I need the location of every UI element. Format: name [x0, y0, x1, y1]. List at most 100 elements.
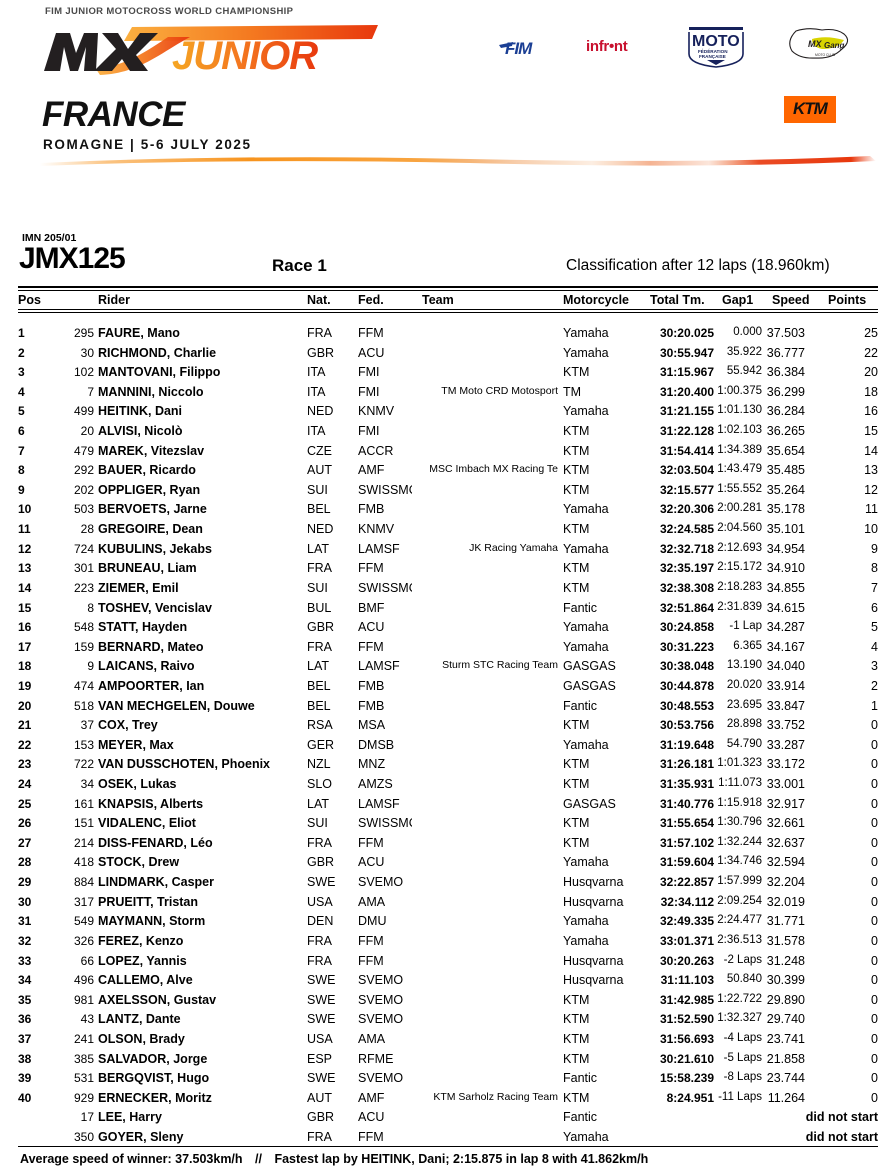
cell-federation: FFM [358, 326, 384, 340]
cell-motorcycle: KTM [563, 424, 590, 439]
table-row: 9 202 OPPLIGER, Ryan SUI SWISSMO KTM 32:15.577… [0, 483, 888, 503]
cell-motorcycle: Yamaha [563, 345, 609, 360]
cell-motorcycle: KTM [563, 561, 590, 576]
cell-speed: 34.954 [766, 541, 805, 556]
cell-speed: 32.594 [766, 855, 805, 870]
cell-total-time: 33:01.371 [659, 933, 714, 948]
fim-icon: FIM [497, 36, 557, 63]
table-row: 34 496 CALLEMO, Alve SWE SVEMO Husqvarna 31:11… [0, 973, 888, 993]
cell-motorcycle: Yamaha [563, 326, 609, 340]
cell-position: 18 [18, 659, 32, 674]
cell-total-time: 31:54.414 [659, 443, 714, 458]
cell-race-number: 37 [80, 718, 94, 733]
table-row: 37 241 OLSON, Brady USA AMA KTM 31:56.693 -4 La… [0, 1032, 888, 1052]
cell-speed: 34.287 [766, 620, 805, 635]
mxgang-icon: MX Gang MOTO CLUB [782, 25, 856, 70]
country-name: FRANCE [42, 95, 185, 134]
cell-motorcycle: Fantic [563, 1110, 598, 1125]
cell-motorcycle: Fantic [563, 1071, 598, 1086]
cell-nationality: CZE [307, 443, 332, 458]
cell-nationality: SUI [307, 816, 328, 831]
cell-points: 0 [871, 1031, 878, 1046]
classification-title-block: IMN 205/01 JMX125 Race 1 Classification … [0, 232, 888, 288]
imn-code: IMN 205/01 [22, 232, 77, 244]
cell-nationality: RSA [307, 718, 333, 733]
cell-gap: 54.790 [726, 737, 762, 750]
cell-position: 39 [18, 1071, 32, 1086]
cell-points: 13 [864, 463, 878, 478]
mx-junior-wordmark: JUNIOR [40, 19, 380, 81]
cell-speed: 36.384 [766, 365, 805, 380]
cell-total-time: 30:20.025 [659, 326, 714, 340]
cell-total-time: 32:20.306 [659, 502, 714, 517]
cell-race-number: 292 [73, 463, 94, 478]
column-header-nat: Nat. [307, 293, 331, 307]
cell-gap: 1:15.918 [717, 796, 762, 809]
cell-federation: AMF [358, 1090, 385, 1105]
cell-federation: FFM [358, 953, 384, 968]
venue-date: ROMAGNE | 5-6 JULY 2025 [43, 137, 252, 152]
cell-federation: AMA [358, 1031, 386, 1046]
cell-federation: FMB [358, 678, 385, 693]
cell-gap: 1:02.103 [717, 424, 762, 437]
cell-race-number: 724 [73, 541, 94, 556]
cell-speed: 36.777 [766, 345, 805, 360]
cell-race-number: 17 [80, 1110, 94, 1125]
cell-speed: 35.654 [766, 443, 805, 458]
table-row: 36 43 LANTZ, Dante SWE SVEMO KTM 31:52.590 1:32… [0, 1012, 888, 1032]
table-row: 38 385 SALVADOR, Jorge ESP RFME KTM 30:21.610-… [0, 1052, 888, 1072]
cell-motorcycle: Yamaha [563, 502, 609, 517]
cell-speed: 32.204 [766, 875, 805, 890]
cell-total-time: 32:51.864 [659, 600, 714, 615]
cell-rider-name: STATT, Hayden [98, 620, 188, 635]
cell-speed: 35.264 [766, 482, 805, 497]
cell-race-number: 102 [73, 365, 94, 380]
table-row: 6 20 ALVISI, Nicolò ITA FMI KTM 31:22.128 1:02.… [0, 424, 888, 444]
cell-motorcycle: KTM [563, 482, 590, 497]
cell-federation: FMB [358, 502, 385, 517]
table-row: 31 549 MAYMANN, Storm DEN DMU Yamaha 32:49.335… [0, 914, 888, 934]
cell-federation: KNMV [358, 522, 395, 537]
cell-rider-name: CALLEMO, Alve [98, 973, 193, 988]
cell-points: 16 [864, 404, 878, 419]
cell-position: 24 [18, 777, 32, 792]
cell-federation: MSA [358, 718, 386, 733]
cell-federation: ACU [358, 1110, 385, 1125]
cell-position: 28 [18, 855, 32, 870]
cell-federation: FFM [358, 639, 384, 654]
cell-points: 18 [864, 384, 878, 399]
cell-race-number: 326 [73, 933, 94, 948]
cell-total-time: 32:03.504 [659, 463, 714, 478]
table-row: 39 531 BERGQVIST, Hugo SWE SVEMO Fantic 15:58.… [0, 1071, 888, 1091]
cell-nationality: ITA [307, 365, 326, 380]
cell-motorcycle: GASGAS [563, 678, 616, 693]
cell-nationality: USA [307, 1031, 333, 1046]
cell-motorcycle: KTM [563, 718, 590, 733]
cell-race-number: 34 [80, 777, 94, 792]
cell-race-number: 317 [73, 894, 94, 909]
svg-text:FRANÇAISE: FRANÇAISE [699, 54, 726, 59]
column-header-pos: Pos [18, 293, 41, 307]
cell-nationality: SLO [307, 777, 333, 792]
cell-federation: FFM [358, 1129, 384, 1144]
cell-race-number: 202 [73, 482, 94, 497]
cell-rider-name: MANNINI, Niccolo [98, 384, 204, 399]
table-row: 17 LEE, Harry GBR ACU Fantic did not start [0, 1110, 888, 1130]
table-row: 11 28 GREGOIRE, Dean NED KNMV KTM 32:24.585 2:0… [0, 522, 888, 542]
cell-race-number: 981 [73, 992, 94, 1007]
cell-points: 0 [871, 1090, 878, 1105]
cell-motorcycle: Husqvarna [563, 875, 624, 890]
table-row: 26 151 VIDALENC, Eliot SUI SWISSMO KTM 31:55.6… [0, 816, 888, 836]
cell-points: 22 [864, 345, 878, 360]
table-row: 20 518 VAN MECHGELEN, Douwe BEL FMB Fantic 30:… [0, 699, 888, 719]
cell-team: KTM Sarholz Racing Team [433, 1090, 558, 1103]
cell-nationality: USA [307, 894, 333, 909]
table-header-row: Pos Rider Nat. Fed. Team Motorcycle Tota… [0, 286, 888, 313]
cell-points: 3 [871, 659, 878, 674]
cell-motorcycle: KTM [563, 816, 590, 831]
cell-points: 0 [871, 953, 878, 968]
cell-total-time: 30:24.858 [659, 620, 714, 635]
cell-nationality: LAT [307, 659, 329, 674]
cell-position: 15 [18, 600, 32, 615]
cell-total-time: 31:42.985 [659, 992, 714, 1007]
